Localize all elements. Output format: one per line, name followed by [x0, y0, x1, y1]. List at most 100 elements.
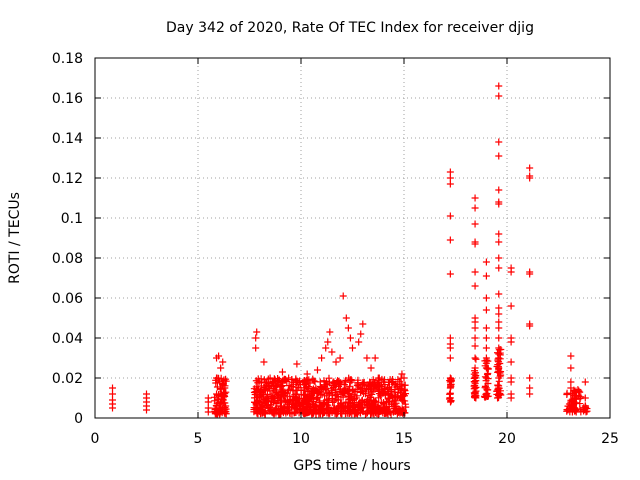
data-point	[313, 366, 321, 374]
data-point	[341, 377, 349, 385]
data-point	[322, 378, 330, 386]
data-point	[391, 407, 399, 415]
data-point	[266, 387, 274, 395]
data-point	[255, 377, 263, 385]
data-point	[342, 408, 350, 416]
data-point	[310, 377, 318, 385]
x-tick-label: 10	[292, 431, 310, 447]
data-point	[286, 385, 294, 393]
data-point	[290, 409, 298, 417]
data-point	[471, 194, 479, 202]
data-point	[471, 342, 479, 350]
data-point	[377, 392, 385, 400]
data-point	[472, 355, 480, 363]
data-point	[369, 381, 377, 389]
data-point	[482, 354, 490, 362]
data-point	[446, 236, 454, 244]
data-point	[324, 338, 332, 346]
data-point	[376, 387, 384, 395]
data-point	[254, 393, 262, 401]
data-point	[330, 378, 338, 386]
data-point	[332, 358, 340, 366]
data-point	[219, 358, 227, 366]
data-point	[446, 344, 454, 352]
data-point	[253, 328, 261, 336]
data-point	[296, 380, 304, 388]
data-point	[325, 379, 333, 387]
data-point	[329, 391, 337, 399]
data-point	[507, 378, 515, 386]
data-point	[349, 344, 356, 352]
data-point	[392, 397, 400, 405]
data-point	[363, 354, 371, 362]
data-point	[571, 394, 579, 402]
data-point	[293, 395, 301, 403]
data-point	[495, 82, 503, 90]
data-point	[319, 408, 327, 416]
data-point	[271, 386, 279, 394]
data-point	[526, 270, 534, 278]
data-point	[354, 380, 362, 388]
data-point	[261, 386, 269, 394]
data-point	[109, 396, 117, 404]
data-point	[471, 390, 479, 398]
data-point	[495, 152, 503, 160]
data-point	[216, 378, 224, 386]
data-point	[342, 314, 350, 322]
data-point	[215, 352, 223, 360]
data-point	[398, 370, 406, 378]
data-point	[316, 382, 324, 390]
data-point	[471, 374, 479, 382]
data-point	[495, 138, 503, 146]
data-point	[446, 354, 454, 362]
data-point	[272, 409, 280, 417]
data-point	[326, 328, 334, 336]
data-point	[326, 409, 334, 417]
data-point	[216, 405, 224, 413]
data-point	[288, 376, 296, 384]
data-point	[252, 344, 260, 352]
data-point	[369, 404, 377, 412]
data-point	[263, 381, 271, 389]
data-point	[292, 375, 300, 383]
data-point	[217, 398, 225, 406]
y-tick-label: 0.18	[52, 51, 83, 67]
data-point	[482, 364, 490, 372]
data-point	[446, 394, 454, 402]
data-point	[507, 338, 515, 346]
data-point	[270, 394, 278, 402]
data-point	[567, 364, 575, 372]
data-point	[471, 354, 479, 362]
data-point	[304, 383, 312, 391]
data-point	[217, 385, 225, 393]
data-point	[572, 406, 580, 414]
x-tick-label: 25	[601, 431, 619, 447]
data-point	[389, 393, 397, 401]
data-point	[507, 302, 515, 310]
data-point	[109, 390, 117, 398]
data-point	[397, 384, 405, 392]
data-point	[354, 402, 362, 410]
data-point	[384, 384, 392, 392]
data-point	[496, 369, 504, 377]
data-point	[507, 358, 515, 366]
data-point	[394, 376, 402, 384]
data-point	[338, 389, 346, 397]
data-point	[446, 168, 454, 176]
data-point	[568, 404, 576, 412]
data-point	[399, 409, 407, 417]
data-point	[260, 358, 268, 366]
data-point	[526, 322, 534, 330]
data-point	[471, 364, 479, 372]
data-point	[358, 381, 366, 389]
data-point	[371, 400, 379, 408]
data-point	[495, 304, 503, 312]
data-point	[322, 344, 330, 352]
data-point	[446, 384, 454, 392]
data-point	[446, 270, 454, 278]
data-point	[367, 410, 375, 418]
data-point	[339, 393, 347, 401]
data-point	[359, 388, 367, 396]
data-point	[328, 348, 336, 356]
